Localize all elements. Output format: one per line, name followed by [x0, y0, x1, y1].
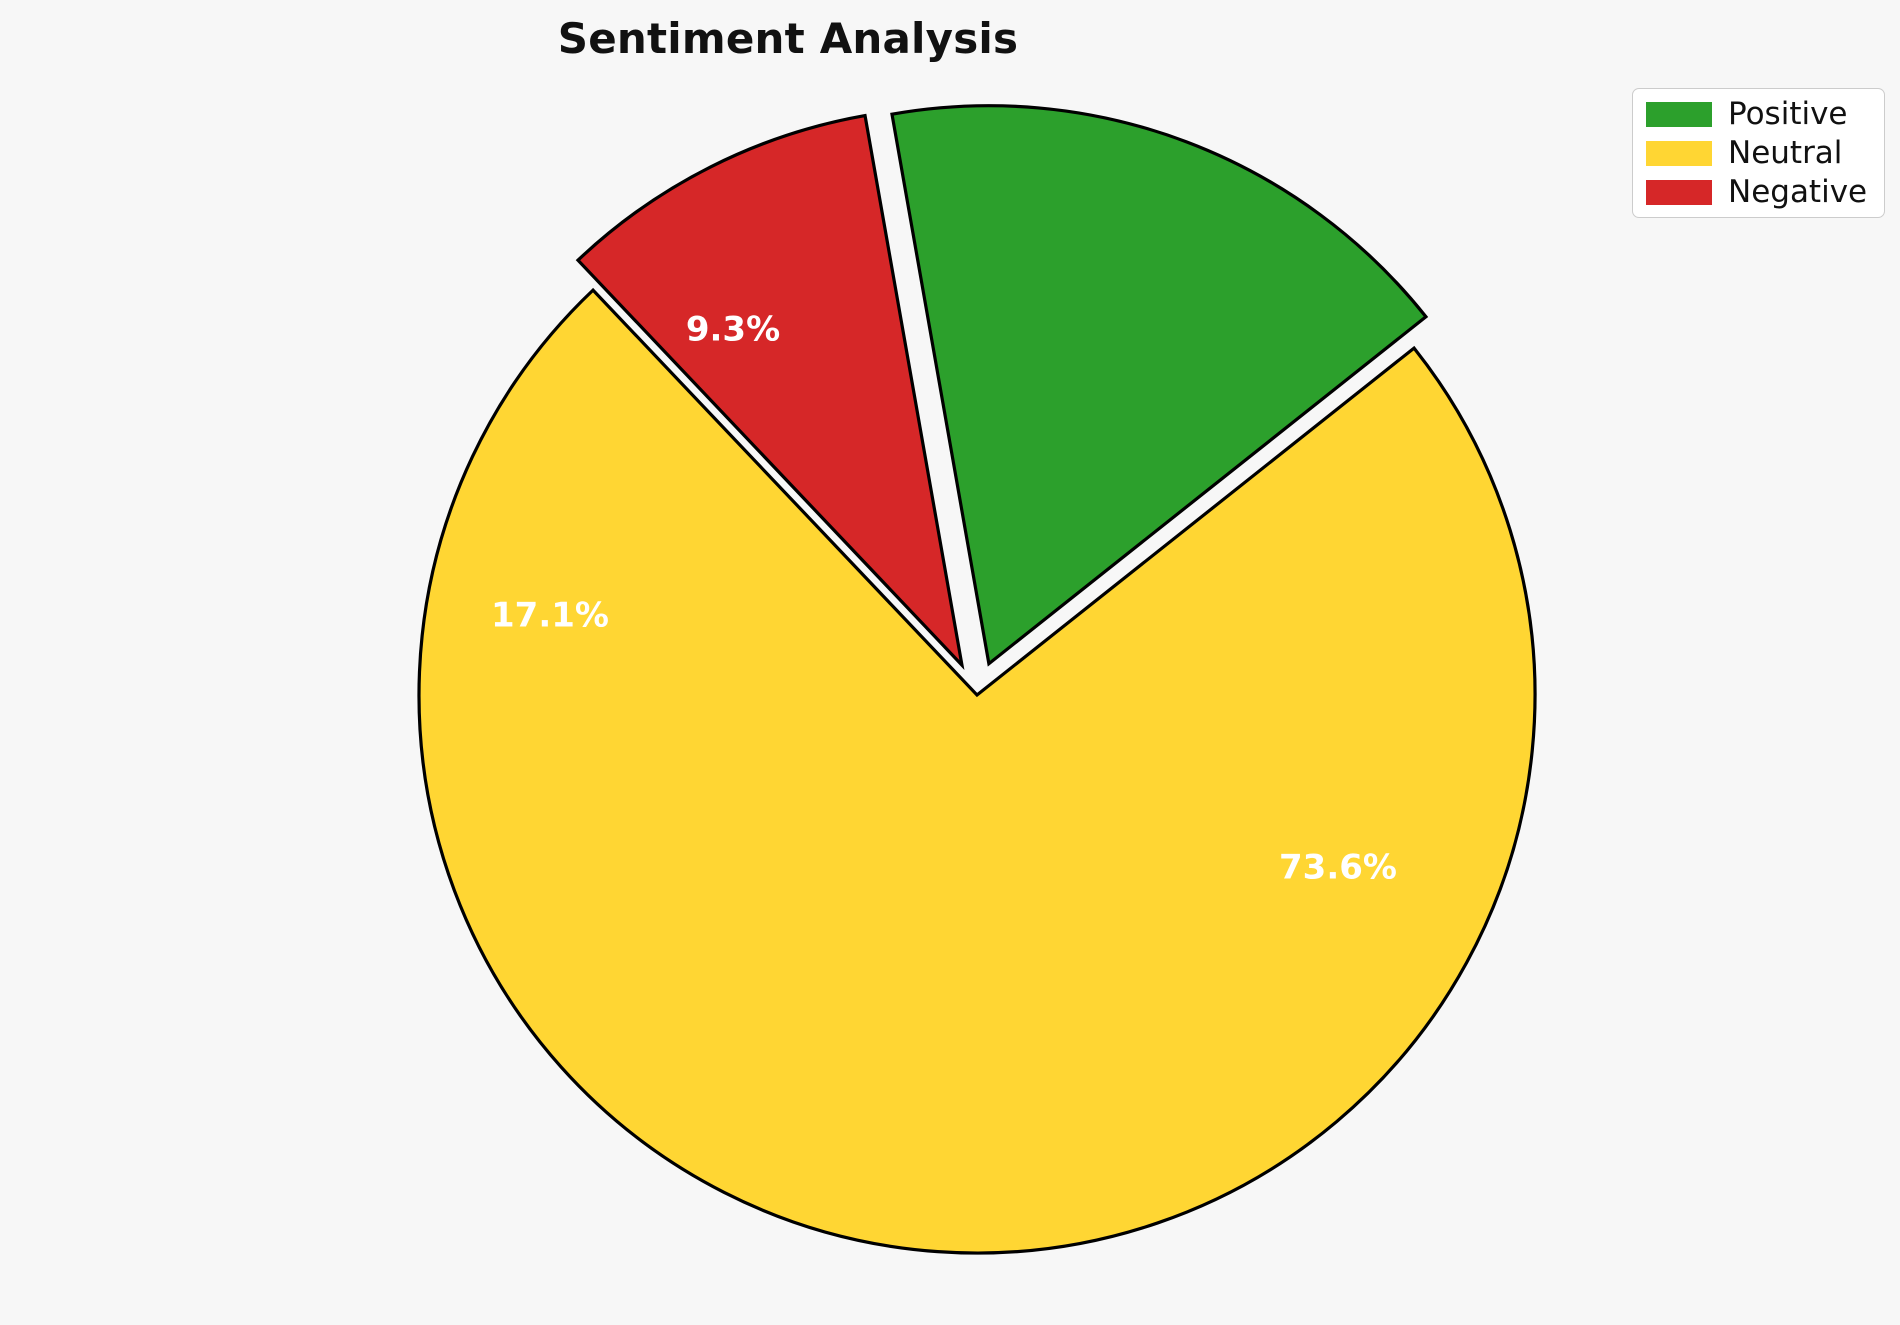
- chart-title: Sentiment Analysis: [557, 14, 1019, 63]
- legend-label-positive: Positive: [1728, 95, 1848, 132]
- pie-slice-neutral[interactable]: [417, 287, 1537, 1255]
- legend-item-negative[interactable]: Negative: [1646, 173, 1868, 210]
- legend-item-neutral[interactable]: Neutral: [1646, 134, 1867, 171]
- legend-swatch-negative: [1646, 179, 1712, 205]
- legend-label-negative: Negative: [1728, 173, 1868, 210]
- pie-slice-positive[interactable]: [890, 104, 1429, 667]
- legend-label-neutral: Neutral: [1728, 134, 1843, 171]
- legend-item-positive[interactable]: Positive: [1646, 95, 1867, 132]
- pie-labels-group: 17.1% 73.6% 9.3%: [491, 310, 1397, 888]
- pie-slices-group: [417, 104, 1537, 1255]
- legend-swatch-neutral: [1646, 140, 1712, 166]
- pie-slice-label-neutral: 73.6%: [1279, 848, 1397, 888]
- pie-slice-label-positive: 17.1%: [491, 596, 609, 636]
- pie-slice-label-negative: 9.3%: [686, 310, 780, 350]
- chart-legend: Positive Neutral Negative: [1632, 88, 1886, 218]
- legend-swatch-positive: [1646, 101, 1712, 127]
- pie-slice-negative[interactable]: [575, 113, 965, 671]
